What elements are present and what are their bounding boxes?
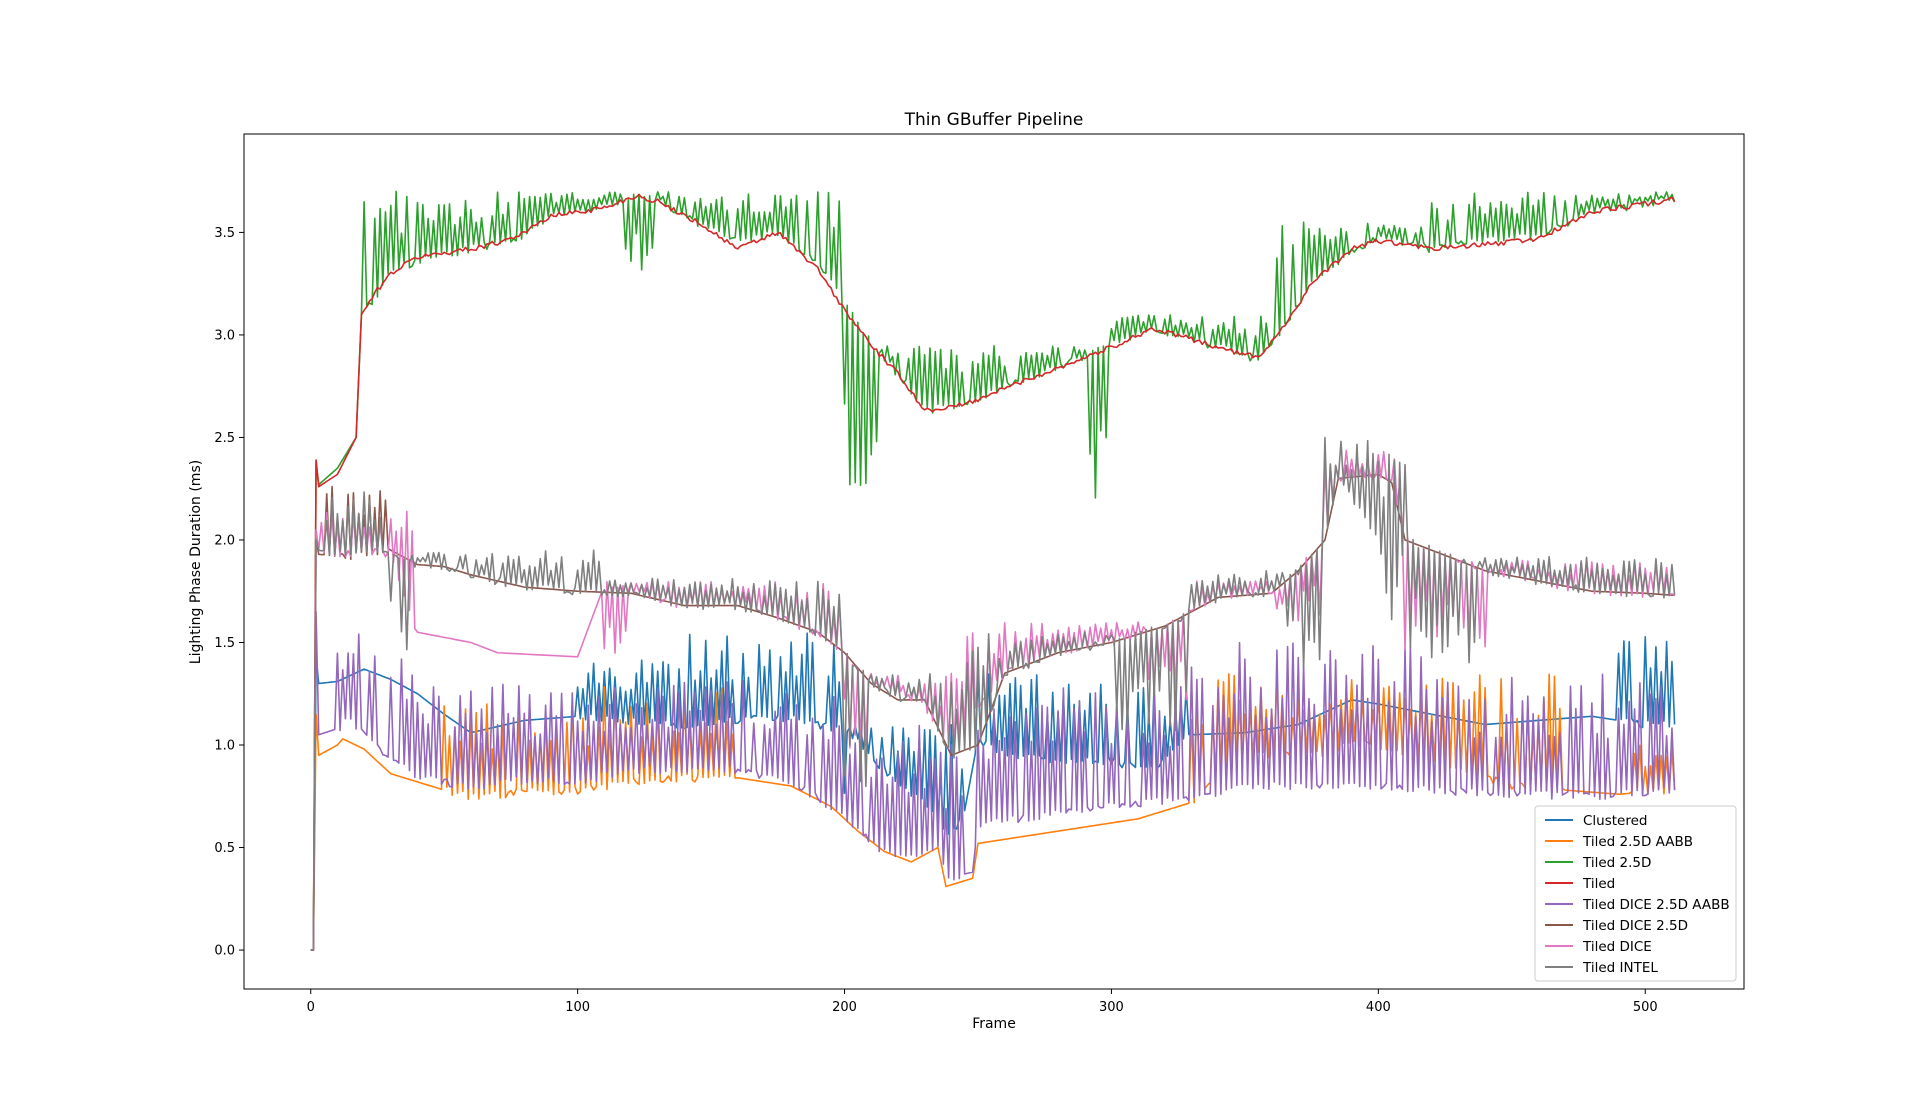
legend-entry: Tiled INTEL <box>1582 960 1658 976</box>
series-line-tiled-dice-2-5d <box>310 473 1675 951</box>
legend-entry: Clustered <box>1583 813 1648 829</box>
plot-frame <box>243 133 1745 990</box>
y-tick-label: 2.0 <box>214 533 235 548</box>
y-tick-label: 3.5 <box>214 226 235 241</box>
y-axis: 0.0 0.5 1.0 1.5 2.0 2.5 3.0 3.5 <box>214 226 244 959</box>
series-line-tiled <box>310 193 1676 951</box>
series-line-tiled-2-5d <box>310 190 1676 951</box>
y-tick-label: 3.0 <box>214 328 235 343</box>
legend-entry: Tiled 2.5D <box>1582 855 1651 871</box>
x-tick-label: 200 <box>832 1000 857 1015</box>
y-tick-label: 1.5 <box>214 636 235 651</box>
y-axis-label: Lighting Phase Duration (ms) <box>188 460 204 664</box>
legend-entry: Tiled DICE 2.5D AABB <box>1582 897 1730 913</box>
legend-entry: Tiled DICE <box>1582 939 1652 955</box>
series-line-tiled-intel <box>310 436 1676 951</box>
x-tick-label: 100 <box>565 1000 590 1015</box>
chart-title: Thin GBuffer Pipeline <box>904 110 1084 130</box>
series-line-tiled-dice <box>310 449 1676 951</box>
legend-box <box>1534 805 1737 982</box>
series-layer <box>310 190 1676 951</box>
y-tick-label: 1.0 <box>214 739 235 754</box>
y-tick-label: 0.5 <box>214 841 235 856</box>
y-tick-label: 2.5 <box>214 431 235 446</box>
x-axis: 0 100 200 300 400 500 <box>307 989 1658 1015</box>
x-axis-label: Frame <box>972 1016 1016 1032</box>
x-tick-label: 300 <box>1099 1000 1124 1015</box>
series-line-tiled-dice-2-5d-aabb <box>310 610 1676 951</box>
x-tick-label: 0 <box>307 1000 315 1015</box>
legend-entry: Tiled DICE 2.5D <box>1582 918 1688 934</box>
x-tick-label: 500 <box>1633 1000 1658 1015</box>
legend-entry: Tiled 2.5D AABB <box>1582 834 1693 850</box>
y-tick-label: 0.0 <box>214 944 235 959</box>
legend-entry: Tiled <box>1582 876 1615 892</box>
legend: Clustered Tiled 2.5D AABB Tiled 2.5D Tiled T… <box>1534 805 1737 982</box>
x-tick-label: 400 <box>1366 1000 1391 1015</box>
